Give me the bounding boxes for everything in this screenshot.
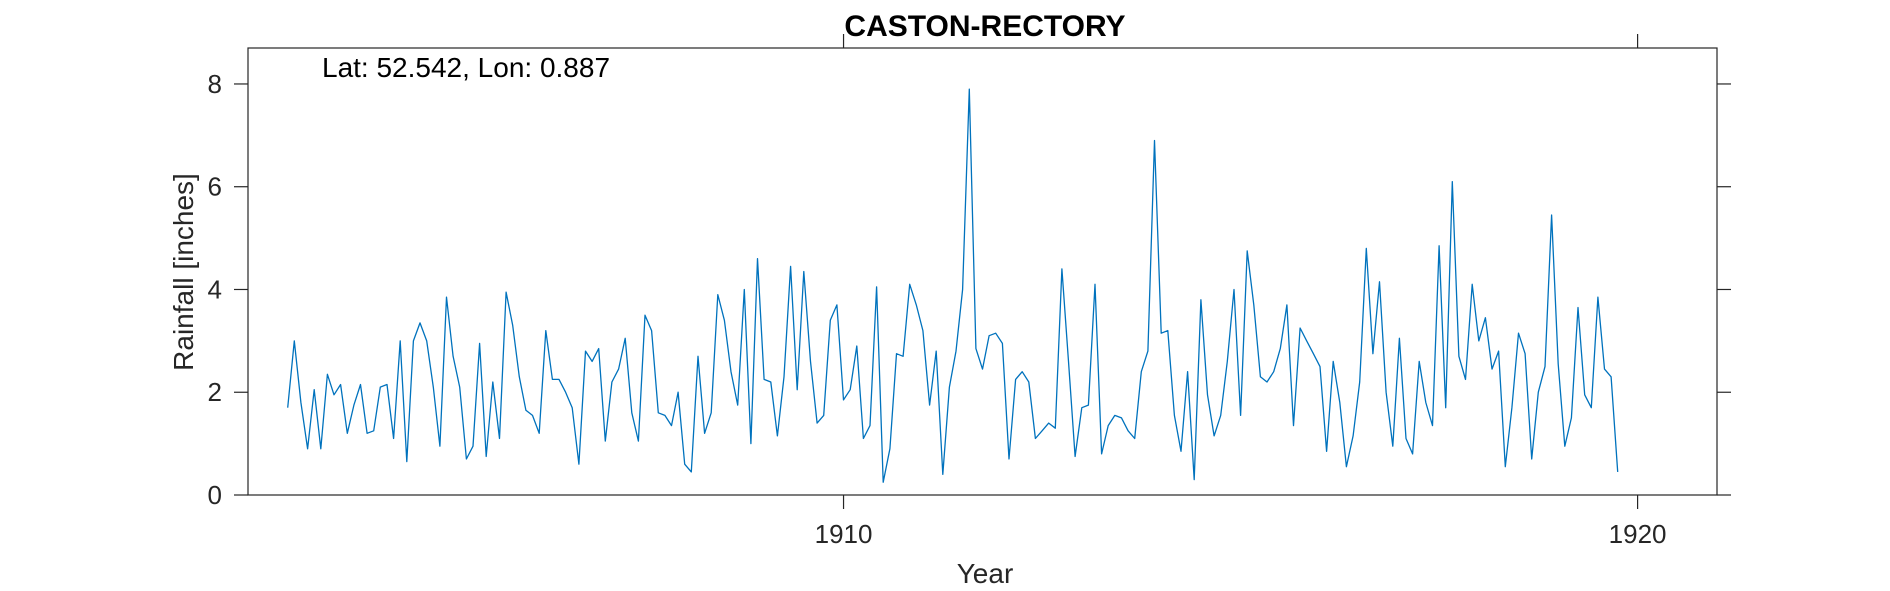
x-tick-label: 1910	[815, 519, 873, 549]
y-axis-label: Rainfall [inches]	[168, 173, 199, 371]
axis-ticks	[234, 34, 1731, 509]
location-annotation: Lat: 52.542, Lon: 0.887	[322, 52, 610, 83]
y-tick-label: 0	[208, 480, 222, 510]
rainfall-series-line	[287, 88, 1619, 483]
y-tick-label: 4	[208, 274, 222, 304]
x-axis-label: Year	[957, 558, 1014, 589]
y-tick-label: 8	[208, 69, 222, 99]
chart-title: CASTON-RECTORY	[844, 10, 1125, 43]
x-tick-label: 1920	[1609, 519, 1667, 549]
plot-frame	[247, 47, 1718, 496]
axis-tick-labels: 0 2 4 6 8 1910 1920	[208, 69, 1667, 549]
y-tick-label: 2	[208, 377, 222, 407]
y-tick-label: 6	[208, 172, 222, 202]
